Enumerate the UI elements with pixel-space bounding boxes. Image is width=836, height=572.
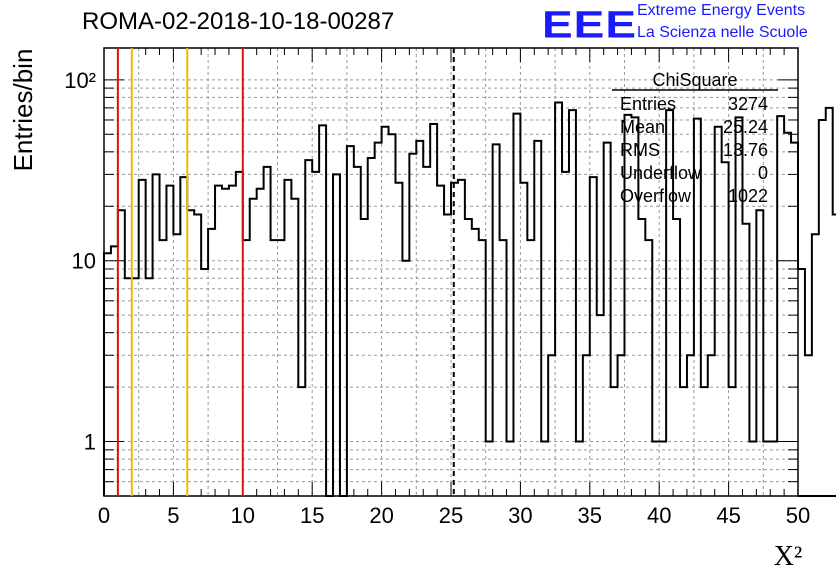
histogram-bar — [742, 224, 749, 496]
histogram-bar — [312, 172, 319, 496]
stats-title: ChiSquare — [652, 70, 737, 90]
histogram-bar — [264, 167, 271, 496]
stats-value: 13.76 — [723, 140, 768, 160]
stats-label: Underflow — [620, 163, 702, 183]
histogram-bar — [423, 167, 430, 496]
histogram-bar — [382, 127, 389, 496]
histogram-bar — [597, 315, 604, 496]
histogram-bar — [173, 234, 180, 496]
histogram-bar — [590, 177, 597, 496]
histogram-bar — [395, 183, 402, 496]
histogram-bar — [534, 141, 541, 496]
histogram-bar — [416, 141, 423, 496]
histogram-bar — [618, 355, 625, 496]
histogram-bar — [520, 183, 527, 496]
histogram-bar — [250, 199, 257, 496]
histogram-bar — [153, 174, 160, 496]
x-tick-label: 15 — [300, 503, 324, 528]
histogram-bar — [236, 172, 243, 496]
eee-logo: EEE — [542, 2, 638, 46]
histogram-bar — [284, 180, 291, 496]
histogram-bar — [118, 210, 125, 496]
histogram-bar — [368, 158, 375, 496]
histogram-bar — [305, 160, 312, 496]
stats-value: 3274 — [728, 94, 768, 114]
x-tick-label: 30 — [508, 503, 532, 528]
y-tick-label: 1 — [84, 430, 96, 455]
histogram-bar — [819, 120, 826, 496]
x-tick-label: 10 — [231, 503, 255, 528]
histogram-bar — [777, 116, 784, 496]
histogram-bar — [604, 143, 611, 496]
histogram-bar — [111, 246, 118, 496]
histogram-bar — [687, 355, 694, 496]
stats-label: RMS — [620, 140, 660, 160]
y-axis-label: Entries/bin — [8, 49, 38, 172]
histogram-bar — [291, 199, 298, 496]
histogram-bar — [756, 210, 763, 496]
x-tick-label: 50 — [786, 503, 810, 528]
histogram-bar — [493, 144, 500, 496]
histogram-bar — [812, 234, 819, 496]
histogram-bar — [347, 146, 354, 496]
x-tick-label: 40 — [647, 503, 671, 528]
histogram-bar — [458, 180, 465, 496]
histogram-bar — [722, 162, 729, 496]
histogram-bar — [805, 355, 812, 496]
stats-label: Entries — [620, 94, 676, 114]
y-tick-label: 10 — [72, 249, 96, 274]
stats-value: 1022 — [728, 186, 768, 206]
histogram-bar — [562, 172, 569, 496]
logo-line-1: Extreme Energy Events — [637, 2, 806, 19]
histogram-bar — [708, 355, 715, 496]
x-tick-label: 45 — [716, 503, 740, 528]
histogram-bar — [430, 124, 437, 496]
x-tick-label: 0 — [98, 503, 110, 528]
histogram-bar — [139, 180, 146, 496]
histogram-bar — [409, 154, 416, 496]
x-tick-label: 25 — [439, 503, 463, 528]
histogram-bar — [583, 355, 590, 496]
histogram-bar — [187, 210, 194, 496]
histogram-bar — [319, 125, 326, 496]
stats-value: 25.24 — [723, 117, 768, 137]
x-tick-label: 35 — [578, 503, 602, 528]
chart-title: ROMA-02-2018-10-18-00287 — [82, 8, 395, 35]
histogram-bar — [569, 110, 576, 496]
histogram-bar — [402, 261, 409, 496]
histogram-bar — [513, 114, 520, 496]
histogram-bar — [715, 127, 722, 496]
histogram-bar — [791, 143, 798, 496]
histogram-outline — [103, 101, 836, 497]
histogram-bar — [555, 102, 562, 496]
stats-label: Mean — [620, 117, 665, 137]
x-tick-label: 5 — [167, 503, 179, 528]
stats-label: Overflow — [620, 186, 692, 206]
histogram-bar — [180, 177, 187, 496]
histogram-bar — [375, 143, 382, 496]
y-tick-label: 10² — [64, 68, 96, 93]
histogram-bar — [354, 167, 361, 496]
histogram-bar — [798, 269, 805, 496]
stats-value: 0 — [758, 163, 768, 183]
x-tick-label: 20 — [369, 503, 393, 528]
histogram-bar — [826, 108, 833, 496]
logo-line-2: La Scienza nelle Scuole — [637, 24, 808, 41]
histogram-bar — [201, 269, 208, 496]
histogram-bar — [333, 174, 340, 496]
histogram-bar — [548, 355, 555, 496]
x-axis-label: X² — [774, 541, 803, 572]
